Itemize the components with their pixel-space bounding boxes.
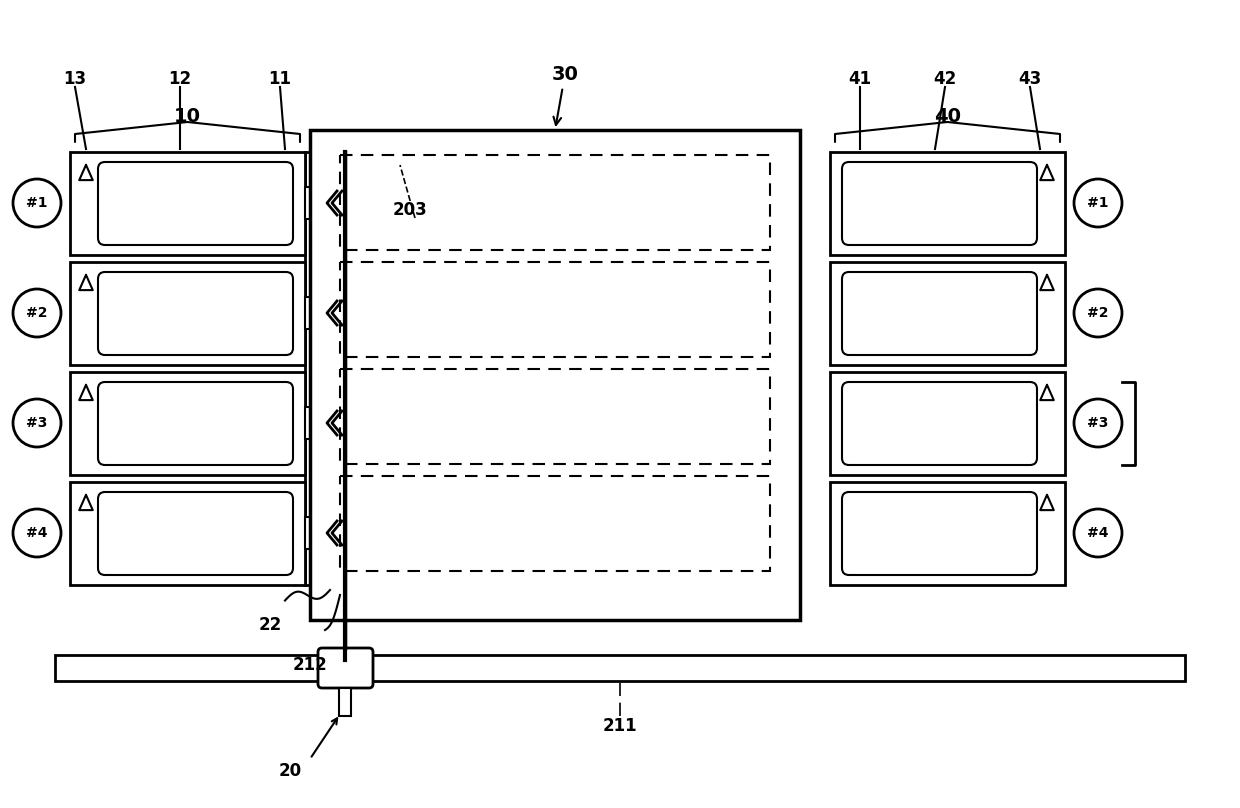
Text: 20: 20 [279, 762, 301, 780]
Bar [310, 130, 800, 620]
Bar [305, 152, 312, 585]
Text: 42: 42 [934, 70, 956, 88]
Text: 22: 22 [258, 616, 281, 634]
Text: #1: #1 [1087, 196, 1109, 210]
Bar [830, 262, 1065, 365]
Text: 211: 211 [603, 717, 637, 735]
Bar [340, 369, 770, 464]
FancyBboxPatch shape [98, 382, 293, 465]
Bar [69, 482, 305, 585]
FancyBboxPatch shape [842, 162, 1037, 245]
Text: #3: #3 [1087, 416, 1109, 430]
Bar [69, 262, 305, 365]
Bar [69, 372, 305, 475]
Text: 11: 11 [269, 70, 291, 88]
Text: #4: #4 [1087, 526, 1109, 540]
Text: 43: 43 [1018, 70, 1042, 88]
Text: #3: #3 [26, 416, 47, 430]
Text: 40: 40 [934, 107, 961, 125]
FancyBboxPatch shape [842, 492, 1037, 575]
FancyBboxPatch shape [317, 648, 373, 688]
Bar [830, 372, 1065, 475]
FancyBboxPatch shape [842, 272, 1037, 355]
Bar [340, 262, 770, 357]
Bar [305, 297, 325, 329]
Bar [305, 187, 325, 219]
Bar [305, 407, 325, 439]
Text: #2: #2 [1087, 306, 1109, 320]
FancyBboxPatch shape [98, 162, 293, 245]
Bar [339, 688, 351, 716]
Text: 203: 203 [393, 201, 428, 219]
Text: 212: 212 [293, 656, 327, 674]
Text: 12: 12 [169, 70, 191, 88]
Bar [69, 152, 305, 255]
Text: 41: 41 [848, 70, 872, 88]
Bar [305, 517, 325, 549]
Bar [55, 655, 1185, 681]
Text: #4: #4 [26, 526, 48, 540]
FancyBboxPatch shape [98, 492, 293, 575]
Bar [830, 152, 1065, 255]
Text: 30: 30 [552, 65, 578, 125]
Text: 13: 13 [63, 70, 87, 88]
Bar [830, 482, 1065, 585]
FancyBboxPatch shape [842, 382, 1037, 465]
FancyBboxPatch shape [98, 272, 293, 355]
Text: 10: 10 [174, 107, 201, 125]
Bar [340, 155, 770, 250]
Text: #1: #1 [26, 196, 48, 210]
Bar [340, 476, 770, 571]
Text: #2: #2 [26, 306, 48, 320]
